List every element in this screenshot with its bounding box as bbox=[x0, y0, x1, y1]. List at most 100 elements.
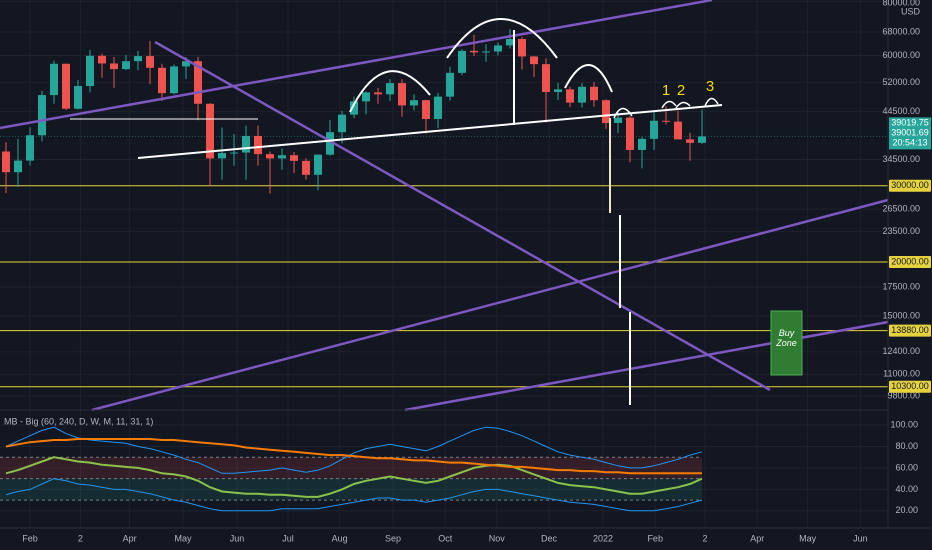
level-label: 10300.00 bbox=[891, 381, 929, 391]
candle-body bbox=[338, 114, 346, 133]
candle-body bbox=[626, 117, 634, 150]
y-tick-label: 34500.00 bbox=[882, 154, 920, 164]
candle-body bbox=[350, 101, 358, 115]
candle-body bbox=[326, 132, 334, 155]
y-tick-label: 20.00 bbox=[895, 505, 918, 515]
channel-line bbox=[0, 0, 713, 130]
candle-body bbox=[506, 38, 514, 46]
x-tick-label: Jun bbox=[853, 533, 868, 543]
drawings bbox=[0, 0, 889, 412]
candle-body bbox=[530, 56, 538, 65]
candle-body bbox=[374, 92, 382, 95]
x-tick-label: Nov bbox=[489, 533, 506, 543]
candle-body bbox=[170, 66, 178, 94]
level-label-box bbox=[889, 324, 931, 337]
axis: Feb 2 Apr May Jun Jul Aug Sep Oct Nov Dec 2022 Feb 2 A… bbox=[22, 0, 931, 543]
y-tick-label: 80.00 bbox=[895, 441, 918, 451]
x-tick-label: Dec bbox=[541, 533, 558, 543]
grid bbox=[0, 0, 888, 528]
annotation: 2 bbox=[677, 82, 685, 99]
candle-body bbox=[602, 100, 610, 123]
candle-body bbox=[50, 63, 58, 96]
candle-body bbox=[254, 135, 262, 155]
price-label-box bbox=[889, 117, 931, 150]
candle-body bbox=[434, 96, 442, 119]
arc bbox=[704, 97, 719, 107]
candle-body bbox=[542, 64, 550, 93]
indicator-line bbox=[5, 478, 703, 512]
indicator bbox=[5, 426, 703, 512]
y-tick-label: 23500.00 bbox=[882, 226, 920, 236]
candle-body bbox=[398, 83, 406, 106]
indicator-background bbox=[0, 456, 702, 501]
y-tick-label: 52000.00 bbox=[882, 77, 920, 87]
countdown: 20:54:13 bbox=[892, 138, 927, 148]
arc bbox=[675, 101, 691, 109]
candle-body bbox=[98, 55, 106, 64]
candle-body bbox=[410, 100, 418, 106]
candle-body bbox=[698, 136, 706, 143]
arc bbox=[446, 18, 558, 59]
price-label: 39019.75 bbox=[891, 118, 929, 128]
y-tick-label: 11000.00 bbox=[883, 369, 920, 379]
annotation: 1 bbox=[662, 82, 670, 99]
indicator-line bbox=[5, 426, 703, 474]
x-tick-label: Aug bbox=[332, 533, 348, 543]
y-tick-label: 44500.00 bbox=[882, 106, 920, 116]
candle-body bbox=[566, 89, 574, 103]
y-tick-label: 80000.00 bbox=[882, 0, 920, 7]
y-tick-label: 40.00 bbox=[895, 484, 918, 494]
x-tick-label: Jun bbox=[230, 533, 245, 543]
oversold-zone bbox=[0, 478, 702, 501]
x-tick-label: Feb bbox=[647, 533, 663, 543]
candle-body bbox=[110, 63, 118, 70]
candle-body bbox=[674, 121, 682, 140]
candle-body bbox=[518, 38, 526, 57]
candle-body bbox=[266, 154, 274, 159]
candle-body bbox=[314, 154, 322, 175]
y-tick-label: 60.00 bbox=[895, 462, 918, 472]
x-tick-label: Sep bbox=[385, 533, 401, 543]
indicator-line bbox=[5, 456, 703, 498]
x-tick-label: Apr bbox=[123, 533, 137, 543]
candle-body bbox=[74, 86, 82, 109]
candle-body bbox=[206, 103, 214, 159]
x-tick-label: Feb bbox=[22, 533, 38, 543]
level-label: 13880.00 bbox=[891, 325, 929, 335]
candle-body bbox=[230, 152, 238, 154]
levels bbox=[0, 135, 888, 388]
arc bbox=[349, 70, 431, 113]
candle-body bbox=[158, 67, 166, 94]
candle-body bbox=[662, 120, 670, 122]
candle-body bbox=[590, 86, 598, 101]
candle-body bbox=[650, 120, 658, 139]
indicator-line bbox=[5, 438, 702, 475]
candle-body bbox=[686, 139, 694, 143]
candle-body bbox=[458, 50, 466, 73]
candle-body bbox=[482, 51, 490, 53]
arc bbox=[613, 107, 633, 119]
candle-body bbox=[242, 135, 250, 153]
y-tick-label: 17500.00 bbox=[882, 281, 920, 291]
x-tick-label: May bbox=[174, 533, 192, 543]
candle-body bbox=[470, 50, 478, 53]
y-tick-label: 9800.00 bbox=[887, 390, 920, 400]
level-label-box bbox=[889, 179, 931, 192]
candle-body bbox=[362, 92, 370, 102]
candle-body bbox=[38, 95, 46, 136]
candle-body bbox=[2, 151, 10, 173]
buy-zone-box bbox=[770, 310, 803, 376]
arc bbox=[661, 100, 677, 109]
candle-body bbox=[614, 117, 622, 123]
candle-body bbox=[194, 61, 202, 104]
channel-line bbox=[404, 320, 889, 412]
x-tick-label: Jul bbox=[282, 533, 294, 543]
y-tick-label: 68000.00 bbox=[882, 26, 920, 36]
candle-body bbox=[494, 45, 502, 52]
currency-label: USD bbox=[901, 6, 921, 16]
y-tick-label: 15000.00 bbox=[882, 310, 920, 320]
candle-body bbox=[62, 63, 70, 109]
candles bbox=[2, 29, 706, 194]
